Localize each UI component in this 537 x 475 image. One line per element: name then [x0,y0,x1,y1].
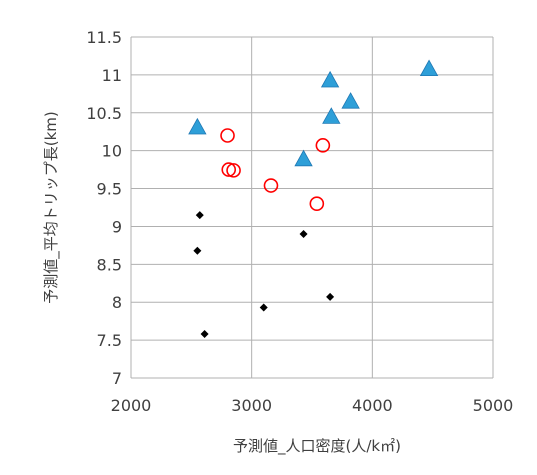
x-tick-label: 4000 [352,396,393,415]
diamond-point [326,292,335,301]
triangle-point [320,70,340,88]
y-tick-label: 9.5 [97,180,122,199]
x-axis-title: 予測値_人口密度(人/k㎡) [233,437,401,456]
y-tick-label: 8.5 [97,255,122,274]
x-tick-label: 3000 [231,396,272,415]
triangle-point [419,59,439,77]
y-tick-label: 8 [112,293,122,312]
tick-labels: 7 7.5 8 8.5 9 9.5 10 10.5 11 11.5 2000 3000 4000 5000 [86,28,513,415]
circle-point [263,178,279,193]
circle-point [315,138,331,153]
y-tick-label: 10.5 [86,104,122,123]
diamond-point [193,246,202,255]
y-tick-label: 9 [112,217,122,236]
triangle-point [341,92,360,109]
diamond-point [259,303,268,312]
triangle-point [322,107,341,124]
triangle-point [188,117,207,135]
diamond-point [299,230,308,239]
diamond-point [200,330,209,339]
y-tick-label: 10 [102,142,122,161]
data-markers [188,59,439,339]
y-axis-title: 予測値_平均トリップ長(km) [42,111,61,304]
y-tick-label: 7.5 [97,331,122,350]
circle-point [220,128,235,143]
gridlines [130,36,494,379]
x-tick-label: 5000 [473,396,514,415]
circle-point [309,196,325,212]
x-tick-label: 2000 [111,396,152,415]
triangle-point [294,149,313,167]
y-tick-label: 7 [112,369,122,388]
circle-point [226,163,241,178]
diamond-point [195,211,204,220]
y-tick-label: 11.5 [86,28,122,47]
circle-point [221,162,237,177]
y-tick-label: 11 [102,66,122,85]
